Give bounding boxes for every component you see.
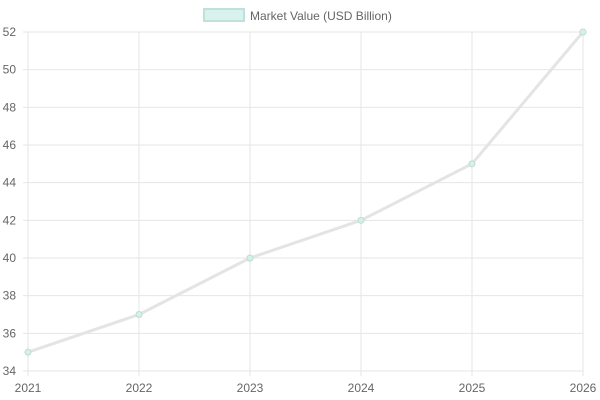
y-tick-label: 34 <box>3 364 17 378</box>
x-tick-label: 2021 <box>15 381 42 395</box>
y-tick-label: 52 <box>3 25 17 39</box>
data-point[interactable] <box>579 28 587 36</box>
x-tick-label: 2022 <box>126 381 153 395</box>
y-tick-label: 38 <box>3 289 17 303</box>
legend[interactable]: Market Value (USD Billion) <box>203 8 392 23</box>
axes: 34 36 38 40 42 44 46 48 50 52 2021 2022 2023 2024 2025… <box>3 25 597 395</box>
legend-swatch[interactable] <box>203 8 245 22</box>
x-tick-label: 2026 <box>570 381 597 395</box>
y-tick-label: 36 <box>3 326 17 340</box>
y-tick-label: 46 <box>3 138 17 152</box>
y-tick-label: 42 <box>3 213 17 227</box>
points-layer <box>24 28 587 356</box>
y-tick-label: 50 <box>3 63 17 77</box>
data-point[interactable] <box>357 216 365 224</box>
data-point[interactable] <box>135 311 143 318</box>
data-point[interactable] <box>246 254 254 262</box>
series-line[interactable] <box>26 30 585 354</box>
data-point[interactable] <box>24 348 32 356</box>
y-tick-label: 40 <box>3 251 17 265</box>
y-tick-label: 48 <box>3 100 17 114</box>
data-point[interactable] <box>468 160 476 168</box>
x-tick-label: 2024 <box>348 381 375 395</box>
x-tick-label: 2023 <box>237 381 264 395</box>
y-tick-label: 44 <box>3 176 17 190</box>
series-layer <box>26 30 585 354</box>
x-tick-label: 2025 <box>459 381 486 395</box>
legend-label[interactable]: Market Value (USD Billion) <box>250 9 392 23</box>
